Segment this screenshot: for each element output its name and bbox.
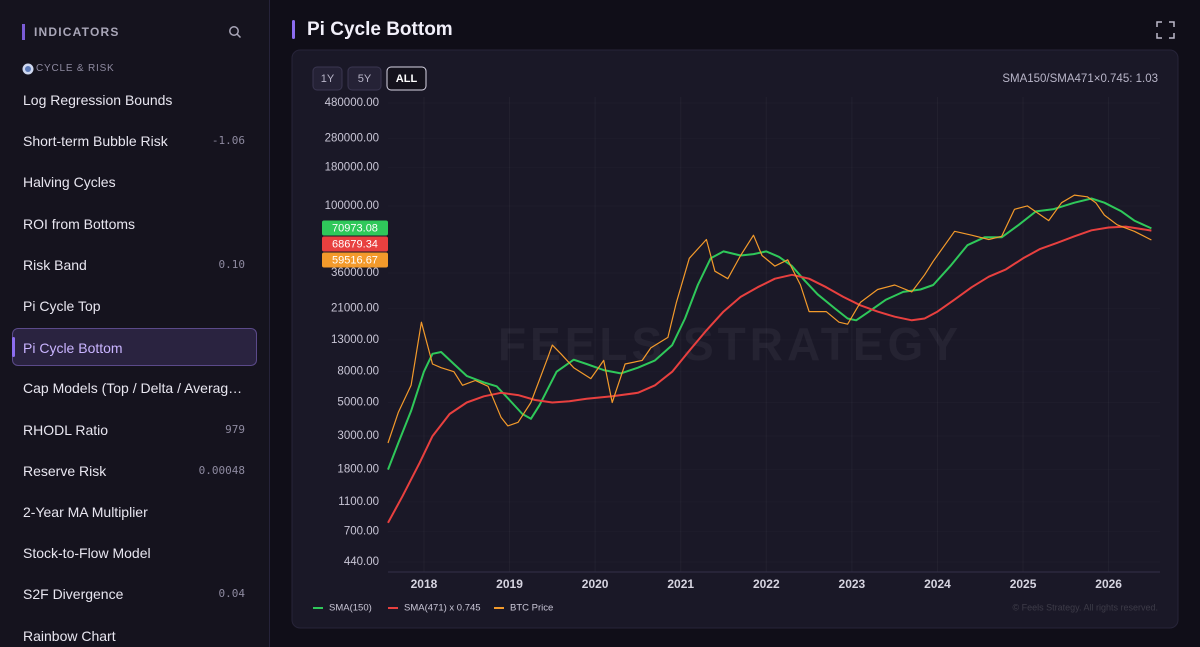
menu-item[interactable]: Log Regression Bounds xyxy=(12,81,257,119)
y-tick-label: 280000.00 xyxy=(325,132,379,144)
sidebar-title: INDICATORS xyxy=(22,24,120,40)
copyright: © Feels Strategy. All rights reserved. xyxy=(1012,602,1158,612)
y-tick-label: 480000.00 xyxy=(325,97,379,109)
x-tick-label: 2021 xyxy=(667,577,694,591)
y-tick-label: 36000.00 xyxy=(331,267,379,279)
menu-item[interactable]: Cap Models (Top / Delta / Averag… xyxy=(12,369,257,407)
menu-label: Reserve Risk xyxy=(23,462,107,479)
menu-label: RHODL Ratio xyxy=(23,421,109,438)
menu-label: 2-Year MA Multiplier xyxy=(23,504,148,520)
menu-item[interactable]: Pi Cycle Top xyxy=(12,287,257,325)
chart-card xyxy=(291,49,1179,629)
menu-label: Halving Cycles xyxy=(23,174,116,191)
x-tick-label: 2019 xyxy=(496,577,523,591)
annotation: SMA150/SMA471×0.745: 1.03 xyxy=(1002,73,1158,85)
x-tick-label: 2024 xyxy=(924,577,951,591)
x-tick-label: 2020 xyxy=(582,577,609,591)
menu-label: Cap Models (Top / Delta / Averag… xyxy=(23,380,243,397)
value-badge-label: 59516.67 xyxy=(332,254,378,266)
y-tick-label: 1800.00 xyxy=(337,464,379,476)
legend-label: SMA(150) xyxy=(329,603,372,614)
y-tick-label: 5000.00 xyxy=(337,397,379,409)
menu-value: 0.10 xyxy=(218,257,246,271)
y-tick-label: 8000.00 xyxy=(337,366,379,378)
range-label[interactable]: 1Y xyxy=(321,73,335,85)
y-tick-label: 3000.00 xyxy=(337,430,379,442)
series-line xyxy=(387,194,1152,444)
main: Pi Cycle Bottom 1Y 5Y ALL SMA150/SMA471×0.7… xyxy=(291,19,1179,629)
sidebar: INDICATORS CYCLE & RISK Log Regression B… xyxy=(0,0,270,647)
range-button[interactable] xyxy=(312,66,343,91)
title-accent xyxy=(292,20,295,39)
y-tick-label: 21000.00 xyxy=(331,302,379,314)
menu-item[interactable]: Short-term Bubble Risk -1.06 xyxy=(12,122,257,160)
x-tick-label: 2018 xyxy=(411,577,438,591)
menu-item[interactable]: Reserve Risk 0.00048 xyxy=(12,452,257,490)
menu-item[interactable]: RHODL Ratio 979 xyxy=(12,411,257,449)
menu-label: Risk Band xyxy=(23,256,87,273)
menu-value: -1.06 xyxy=(211,134,245,148)
range-button[interactable] xyxy=(386,66,427,91)
y-tick-label: 13000.00 xyxy=(331,334,379,346)
menu-label: Pi Cycle Top xyxy=(23,298,101,314)
series-line xyxy=(387,197,1152,470)
menu-item[interactable]: Rainbow Chart xyxy=(12,617,257,647)
watermark: FEELS STRATEGY xyxy=(498,318,962,370)
search-icon[interactable] xyxy=(228,25,242,39)
x-tick-label: 2023 xyxy=(839,577,866,591)
menu-value: 0.00048 xyxy=(198,463,245,477)
series-line xyxy=(387,225,1152,524)
menu-value: 979 xyxy=(225,422,245,436)
menu-item[interactable]: Pi Cycle Bottom xyxy=(12,328,257,367)
value-badge xyxy=(322,236,388,252)
page-title: Pi Cycle Bottom xyxy=(307,19,453,40)
menu-item[interactable]: Halving Cycles xyxy=(12,163,257,201)
value-badge xyxy=(322,252,388,268)
menu-item[interactable]: Risk Band 0.10 xyxy=(12,246,257,284)
section-title: CYCLE & RISK xyxy=(36,63,115,74)
menu-label: Stock-to-Flow Model xyxy=(23,545,151,562)
x-tick-label: 2022 xyxy=(753,577,780,591)
menu-item[interactable]: ROI from Bottoms xyxy=(12,205,257,243)
menu-label: Pi Cycle Bottom xyxy=(23,340,123,357)
y-tick-label: 1100.00 xyxy=(338,496,379,508)
legend-label: SMA(471) x 0.745 xyxy=(404,603,481,614)
x-tick-label: 2025 xyxy=(1010,577,1037,591)
menu-label: ROI from Bottoms xyxy=(23,215,136,232)
menu-value: 0.04 xyxy=(218,587,246,601)
y-tick-label: 440.00 xyxy=(344,556,379,568)
section-icon xyxy=(22,63,34,75)
menu-item[interactable]: S2F Divergence 0.04 xyxy=(12,575,257,613)
menu-item[interactable]: 2-Year MA Multiplier xyxy=(12,493,257,531)
y-tick-label: 180000.00 xyxy=(325,161,379,173)
y-tick-label: 700.00 xyxy=(344,526,379,538)
legend-label: BTC Price xyxy=(510,603,553,614)
menu-item[interactable]: Stock-to-Flow Model xyxy=(12,534,257,572)
menu-label: Short-term Bubble Risk xyxy=(23,133,168,150)
range-label[interactable]: 5Y xyxy=(358,73,372,85)
value-badge-label: 70973.08 xyxy=(332,222,378,234)
x-tick-label: 2026 xyxy=(1095,577,1122,591)
menu-label: Rainbow Chart xyxy=(23,627,116,644)
menu-label: S2F Divergence xyxy=(23,586,124,603)
y-tick-label: 100000.00 xyxy=(325,200,379,212)
menu-label: Log Regression Bounds xyxy=(23,92,173,108)
fullscreen-icon[interactable] xyxy=(1156,21,1175,39)
range-button[interactable] xyxy=(347,66,382,91)
value-badge xyxy=(322,220,388,236)
value-badge-label: 68679.34 xyxy=(332,238,378,250)
range-label[interactable]: ALL xyxy=(396,73,418,85)
